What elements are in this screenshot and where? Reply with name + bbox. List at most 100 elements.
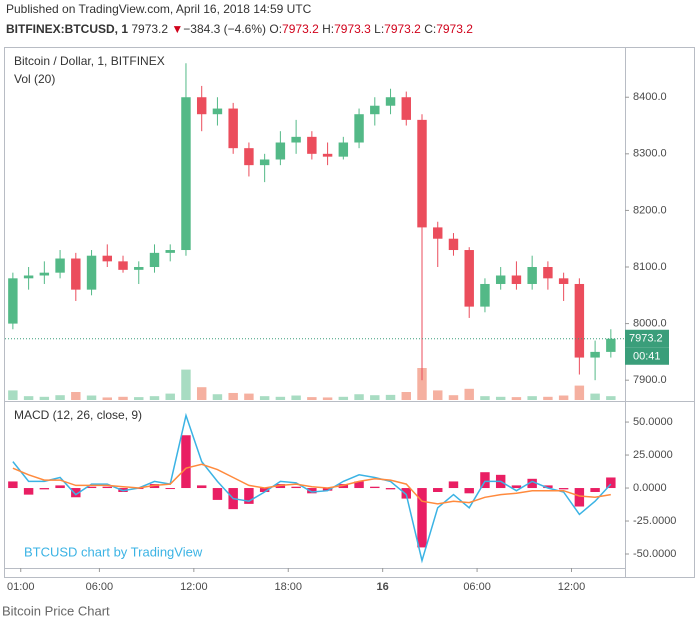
histogram-bar	[165, 488, 175, 490]
histogram-bar	[39, 488, 50, 490]
volume-bar	[39, 396, 50, 400]
candle-body	[8, 278, 18, 324]
symbol: BITFINEX:BTCUSD, 1	[6, 22, 128, 36]
histogram-bar	[102, 486, 113, 489]
ohlc-label: L:	[374, 22, 384, 36]
candle-body	[448, 238, 459, 251]
volume-bar	[417, 368, 427, 400]
histogram-bar	[23, 488, 34, 495]
candle-body	[495, 275, 506, 284]
x-tick-label: 06:00	[86, 581, 114, 593]
frame	[4, 47, 695, 578]
histogram-bar	[71, 488, 81, 498]
volume-bar	[102, 397, 113, 400]
chart-title: Bitcoin / Dollar, 1, BITFINEX	[14, 54, 165, 68]
published: Published on TradingView.com, April 16, …	[6, 2, 312, 16]
histogram-bar	[417, 488, 427, 548]
ohlc-label: O:	[269, 22, 282, 36]
candle-body	[354, 114, 364, 143]
y-tick-label: 25.0000	[633, 449, 673, 461]
histogram-bar	[590, 488, 600, 492]
candle-body	[212, 108, 223, 115]
histogram-bar	[196, 485, 207, 489]
candle-body	[181, 97, 191, 251]
volume-bar	[527, 396, 537, 400]
volume-bar	[196, 387, 207, 400]
histogram-bar	[55, 485, 65, 489]
y-tick-label: 7900.0	[633, 374, 667, 386]
histogram-bar	[543, 485, 553, 489]
volume-bar	[322, 397, 333, 400]
candle-body	[338, 142, 349, 157]
volume-bar	[228, 392, 238, 400]
x-tick-label: 12:00	[558, 581, 586, 593]
volume-bar	[574, 385, 585, 400]
histogram-bar	[86, 486, 97, 489]
volume-bar	[71, 392, 81, 400]
ohlc-label: C:	[424, 22, 436, 36]
volume-bar	[181, 369, 191, 400]
candle-body	[558, 278, 569, 284]
volume-bar	[212, 394, 223, 400]
histogram-bar	[8, 481, 18, 489]
volume-bar	[433, 390, 443, 400]
candle-body	[149, 252, 160, 268]
volume-bar	[543, 396, 553, 400]
volume-bar	[165, 393, 175, 400]
histogram-bar	[401, 488, 411, 499]
last: 7973.2	[131, 22, 168, 36]
volume-bar	[244, 393, 254, 400]
y-tick-label: -50.0000	[633, 548, 676, 560]
candle-body	[385, 97, 396, 106]
volume-bar	[291, 395, 301, 400]
candle-body	[370, 105, 380, 115]
candle-body	[71, 258, 81, 290]
histogram-bar	[574, 488, 585, 507]
histogram-bar	[480, 472, 490, 489]
volume-bar	[8, 390, 18, 400]
volume-bar	[338, 396, 349, 400]
histogram-bar	[558, 488, 569, 490]
histogram-bar	[181, 435, 191, 489]
histogram-bar	[385, 488, 396, 490]
candle-body	[275, 142, 286, 160]
histogram-bar	[606, 477, 616, 489]
ohlc-value: 7973.2	[384, 22, 421, 36]
candle-body	[590, 351, 600, 358]
ohlc-value: 7973.3	[334, 22, 371, 36]
candle-body	[322, 153, 333, 157]
candle-body	[291, 136, 301, 143]
histogram-bar	[291, 486, 301, 489]
arrow: ▼	[171, 22, 183, 36]
histogram-bar	[354, 481, 364, 489]
x-tick-label: 06:00	[463, 581, 491, 593]
volume-bar	[590, 393, 600, 400]
macd-line	[12, 463, 611, 505]
price-tag	[625, 329, 669, 348]
x-tick-label: 18:00	[274, 581, 302, 593]
y-tick-label: 0.0000	[633, 482, 667, 494]
candle-body	[39, 272, 50, 276]
countdown-label: 00:41	[633, 351, 661, 363]
candle-body	[244, 148, 254, 166]
candle-body	[86, 255, 97, 290]
histogram-bar	[448, 481, 459, 489]
candle-body	[401, 97, 411, 120]
volume-bar	[149, 396, 160, 400]
candle-body	[196, 97, 207, 115]
histogram-bar	[511, 485, 522, 489]
volume-bar	[370, 395, 380, 400]
candle-body	[606, 338, 616, 352]
candle-body	[23, 275, 34, 279]
candle-body	[464, 250, 474, 307]
histogram-bar	[433, 488, 443, 492]
x-tick-label: 12:00	[180, 581, 208, 593]
ohlc-label: H:	[322, 22, 334, 36]
histogram-bar	[464, 488, 474, 494]
candle-body	[543, 267, 553, 279]
volume-bar	[448, 395, 459, 400]
volume-title: Vol (20)	[14, 72, 55, 86]
caption: Bitcoin Price Chart	[2, 603, 110, 618]
candle-body	[134, 267, 144, 270]
volume-bar	[401, 392, 411, 400]
